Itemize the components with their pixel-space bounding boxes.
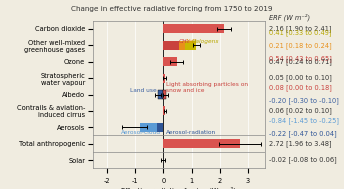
Bar: [179, 41, 184, 50]
Bar: [163, 24, 224, 33]
Bar: [163, 41, 179, 50]
Bar: [163, 139, 240, 148]
Bar: [140, 123, 163, 132]
Text: Change in effective radiative forcing from 1750 to 2019: Change in effective radiative forcing fr…: [71, 6, 273, 12]
Text: 0.54 [0.43 to 0.65]: 0.54 [0.43 to 0.65]: [269, 55, 332, 62]
Text: Light absorbing particles on
snow and ice: Light absorbing particles on snow and ic…: [166, 82, 248, 93]
Text: 2.16 [1.90 to 2.41]: 2.16 [1.90 to 2.41]: [269, 26, 332, 32]
Bar: [163, 106, 165, 115]
X-axis label: Effective radiative forcing (W m⁻²): Effective radiative forcing (W m⁻²): [121, 187, 236, 189]
Text: CH₄: CH₄: [179, 39, 190, 44]
Bar: [158, 90, 163, 99]
Text: Aerosol-cloud: Aerosol-cloud: [121, 130, 161, 135]
Text: 0.21 [0.18 to 0.24]: 0.21 [0.18 to 0.24]: [269, 42, 332, 49]
Bar: [157, 123, 163, 132]
Text: 0.05 [0.00 to 0.10]: 0.05 [0.00 to 0.10]: [269, 75, 332, 81]
Text: 0.06 [0.02 to 0.10]: 0.06 [0.02 to 0.10]: [269, 108, 332, 114]
Text: Aerosol-radiation: Aerosol-radiation: [166, 130, 216, 135]
Bar: [163, 57, 176, 66]
Bar: [184, 41, 196, 50]
Text: Halogens: Halogens: [192, 39, 219, 44]
Text: 0.41 [0.33 to 0.49]: 0.41 [0.33 to 0.49]: [269, 29, 332, 36]
Text: -0.02 [-0.08 to 0.06]: -0.02 [-0.08 to 0.06]: [269, 157, 337, 163]
Text: ERF (W m⁻²): ERF (W m⁻²): [269, 13, 310, 21]
Text: Land use: Land use: [130, 88, 157, 93]
Bar: [163, 74, 165, 83]
Text: N₂O: N₂O: [186, 39, 197, 44]
Text: 0.08 [0.00 to 0.18]: 0.08 [0.00 to 0.18]: [269, 85, 332, 91]
Bar: [163, 90, 165, 99]
Text: -0.84 [-1.45 to -0.25]: -0.84 [-1.45 to -0.25]: [269, 117, 339, 124]
Text: -0.22 [-0.47 to 0.04]: -0.22 [-0.47 to 0.04]: [269, 130, 337, 137]
Text: 2.72 [1.96 to 3.48]: 2.72 [1.96 to 3.48]: [269, 140, 332, 147]
Text: -0.20 [-0.30 to -0.10]: -0.20 [-0.30 to -0.10]: [269, 98, 339, 104]
Text: 0.47 [0.24 to 0.71]: 0.47 [0.24 to 0.71]: [269, 58, 332, 65]
